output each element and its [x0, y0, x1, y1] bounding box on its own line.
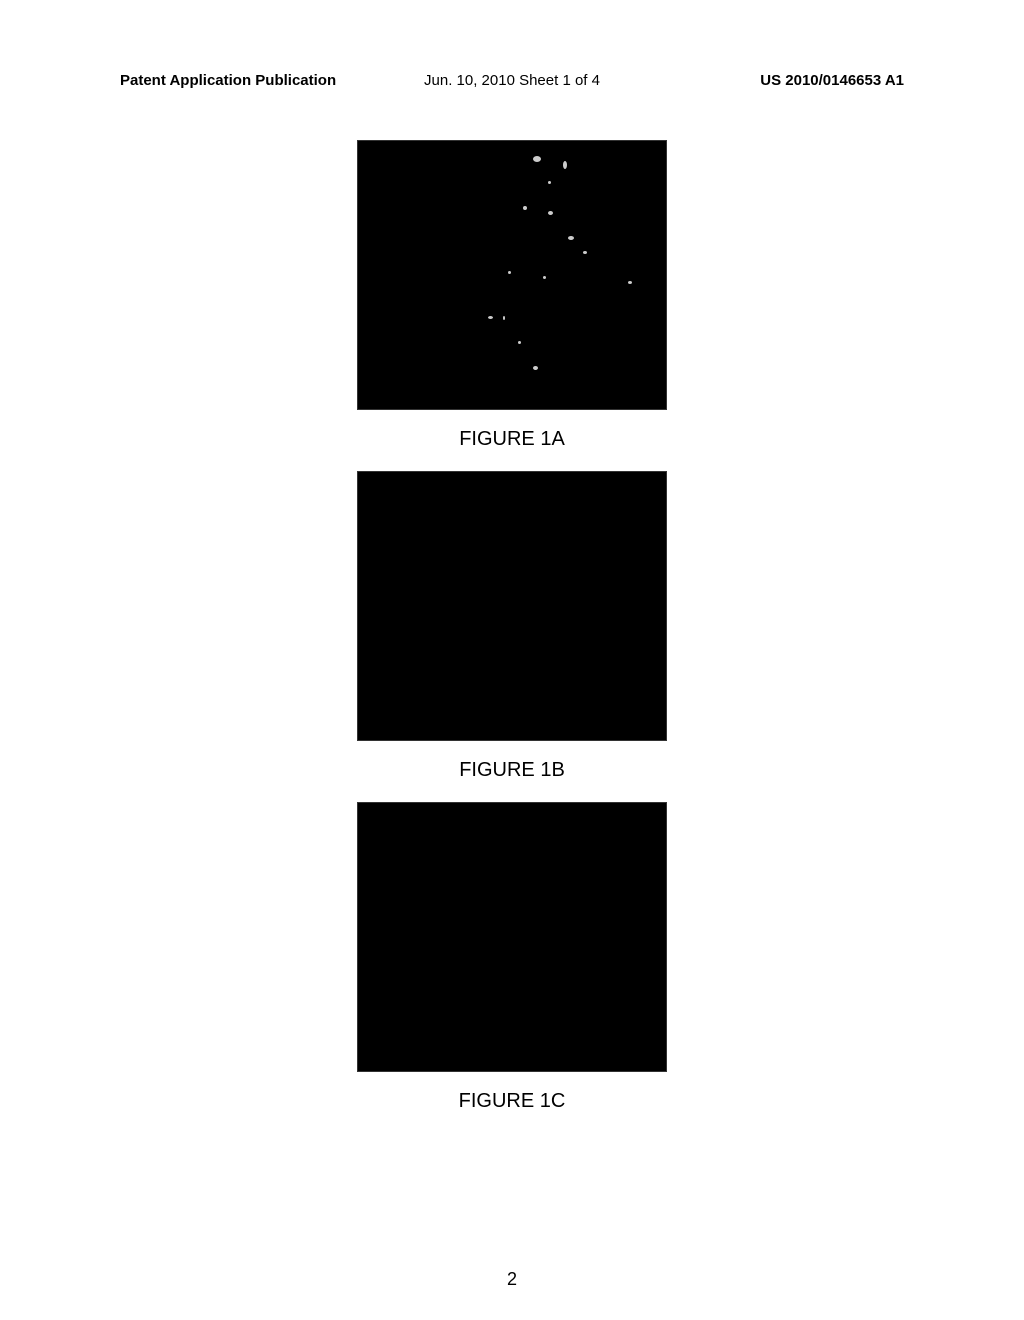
- speckle-dot: [548, 181, 551, 184]
- figure-caption-1b: FIGURE 1B: [459, 759, 565, 782]
- header-publication-label: Patent Application Publication: [120, 72, 336, 89]
- figure-caption-1a: FIGURE 1A: [459, 428, 565, 451]
- header-date-sheet: Jun. 10, 2010 Sheet 1 of 4: [424, 72, 600, 89]
- speckle-dot: [628, 281, 632, 284]
- speckle-dot: [508, 271, 511, 274]
- speckle-dot: [568, 236, 574, 240]
- figure-block-1a: FIGURE 1A: [357, 140, 667, 451]
- page-number: 2: [507, 1269, 517, 1290]
- figure-block-1c: FIGURE 1C: [357, 802, 667, 1113]
- speckle-dot: [503, 316, 505, 320]
- speckle-dot: [548, 211, 553, 215]
- speckle-dot: [543, 276, 546, 279]
- speckle-dot: [518, 341, 521, 344]
- figure-image-1b: [357, 471, 667, 741]
- figure-image-1c: [357, 802, 667, 1072]
- speckle-dot: [583, 251, 587, 254]
- figure-caption-1c: FIGURE 1C: [459, 1090, 566, 1113]
- page-header: Patent Application Publication Jun. 10, …: [0, 72, 1024, 89]
- figure-image-1a: [357, 140, 667, 410]
- figure-block-1b: FIGURE 1B: [357, 471, 667, 782]
- speckle-dot: [533, 366, 538, 370]
- speckle-dot: [563, 161, 567, 169]
- figures-container: FIGURE 1A FIGURE 1B FIGURE 1C: [0, 140, 1024, 1133]
- header-patent-number: US 2010/0146653 A1: [760, 72, 904, 89]
- speckle-dot: [523, 206, 527, 210]
- speckle-dot: [488, 316, 493, 319]
- speckle-dot: [533, 156, 541, 162]
